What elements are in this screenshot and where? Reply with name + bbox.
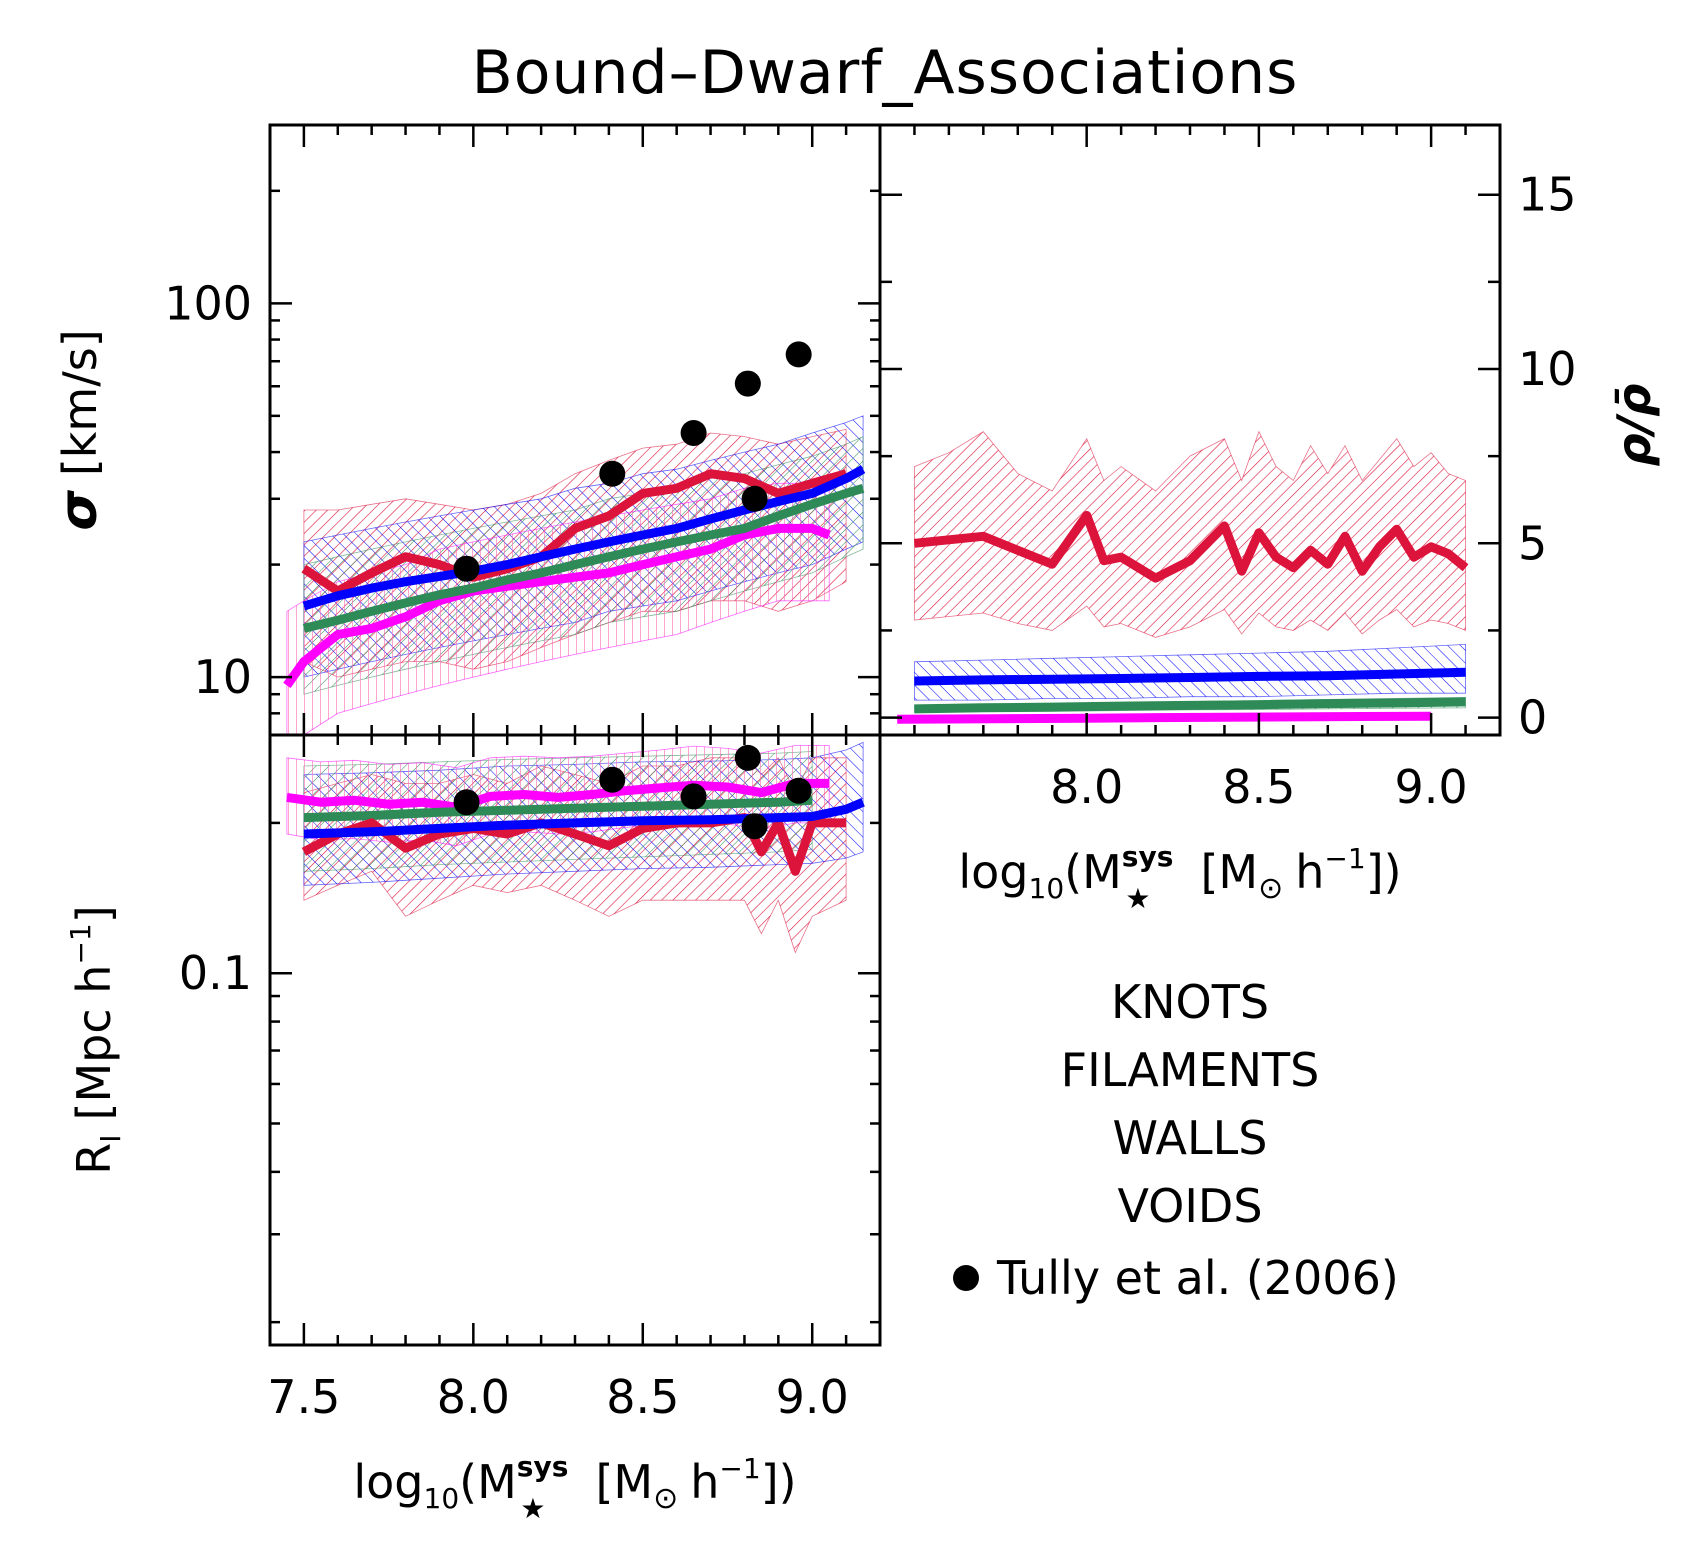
radius-tully-point <box>453 789 480 816</box>
rho-line-filaments <box>914 667 1466 686</box>
rho-xtick-label: 9.0 <box>1395 760 1468 814</box>
chart-title: Bound–Dwarf_Associations <box>472 38 1299 108</box>
radius-xlabel-sup: sys <box>517 1450 569 1483</box>
rho-band-filaments <box>914 643 1466 701</box>
rho-xtick-label: 8.5 <box>1222 760 1295 814</box>
radius-xlabel-h: h <box>690 1455 719 1509</box>
sigma-tully-point <box>680 419 707 446</box>
legend-filaments: FILAMENTS <box>1061 1043 1320 1097</box>
legend-knots: KNOTS <box>1111 975 1269 1029</box>
rho-ytick-label: 0 <box>1518 691 1547 745</box>
legend: KNOTS FILAMENTS WALLS VOIDS Tully et al.… <box>953 975 1399 1305</box>
radius-line-knots <box>301 813 847 876</box>
rho-plot-area <box>897 430 1469 724</box>
radius-xlabel-sub: 10 <box>424 1482 460 1515</box>
rho-xlabel-sub: 10 <box>1029 872 1065 905</box>
radius-plot-area <box>286 741 865 954</box>
rho-frame <box>878 123 1502 737</box>
panel-rho: 8.0 8.5 9.0 0 5 10 15 <box>878 123 1577 814</box>
sigma-tully-point <box>599 460 626 487</box>
radius-line-voids <box>286 778 830 812</box>
radius-tully-point <box>785 777 812 804</box>
rho-xlabel-star: ★ <box>1125 882 1150 915</box>
rho-xlabel-unit: [M <box>1200 845 1258 899</box>
sigma-ytick-label: 10 <box>193 650 252 704</box>
radius-xlabel-star: ★ <box>520 1492 545 1525</box>
radius-line-filaments <box>303 798 865 839</box>
rho-xtick-label: 8.0 <box>1050 760 1123 814</box>
rho-xlabel-exp: −1 <box>1324 842 1365 875</box>
radius-xlabel-exp: −1 <box>719 1452 760 1485</box>
rho-line-walls <box>914 697 1466 714</box>
radius-ylabel-sub: I <box>94 1134 127 1142</box>
rho-ylabel: ρ/ρ̄ <box>1607 384 1661 467</box>
rho-line-knots <box>913 510 1469 583</box>
radius-tully-point <box>599 766 626 793</box>
radius-ylabel: RI [Mpc h−1] <box>64 905 127 1174</box>
sigma-ylabel-unit: [km/s] <box>53 329 107 476</box>
legend-walls: WALLS <box>1113 1111 1268 1165</box>
radius-xlabel-sun: ⊙ <box>653 1481 678 1516</box>
rho-ytick-label: 10 <box>1518 342 1577 396</box>
radius-xtick-label: 7.5 <box>267 1370 340 1424</box>
radius-xlabel: log10(Msys ★ [M⊙ h−1]) <box>353 1450 796 1525</box>
sigma-tully-point <box>453 555 480 582</box>
sigma-line-walls <box>302 483 865 633</box>
radius-xtick-label: 8.0 <box>437 1370 510 1424</box>
radius-ylabel-unit: [Mpc h <box>67 965 121 1121</box>
radius-ytick-label: 0.1 <box>179 946 252 1000</box>
radius-xtick-label: 8.5 <box>606 1370 679 1424</box>
radius-xlabel-end: ]) <box>761 1455 797 1509</box>
rho-ytick-label: 15 <box>1518 168 1577 222</box>
legend-voids: VOIDS <box>1117 1179 1262 1233</box>
radius-xlabel-unit: [M <box>595 1455 653 1509</box>
radius-line-walls <box>303 795 813 823</box>
sigma-plot-area <box>283 341 866 735</box>
rho-xlabel-mid: (M <box>1064 845 1122 899</box>
radius-tully-point <box>680 783 707 810</box>
rho-xlabel-base: log <box>958 845 1028 899</box>
radius-xtick-label: 9.0 <box>776 1370 849 1424</box>
sigma-ytick-label: 100 <box>164 276 252 330</box>
rho-xlabel-sun: ⊙ <box>1258 871 1283 906</box>
sigma-line-voids <box>283 523 831 689</box>
radius-ylabel-exp: −1 <box>64 923 97 964</box>
sigma-ylabel-symbol: σ <box>49 490 109 531</box>
radius-tully-point <box>734 744 761 771</box>
sigma-line-knots <box>301 469 848 596</box>
sigma-ylabel: σ [km/s] <box>49 329 109 530</box>
rho-xlabel-h: h <box>1295 845 1324 899</box>
sigma-band-voids <box>286 482 830 735</box>
legend-tully-marker <box>953 1265 979 1291</box>
sigma-line-filaments <box>302 465 866 611</box>
sigma-tully-point <box>734 370 761 397</box>
radius-xlabel-mid: (M <box>459 1455 517 1509</box>
panel-sigma: 10 100 <box>164 123 882 737</box>
radius-xlabel-base: log <box>353 1455 423 1509</box>
rho-xlabel-end: ]) <box>1366 845 1402 899</box>
sigma-tully-point <box>785 341 812 368</box>
rho-xlabel: log10(Msys ★ [M⊙ h−1]) <box>958 840 1401 915</box>
legend-tully: Tully et al. (2006) <box>996 1251 1399 1305</box>
rho-line-voids <box>897 711 1432 724</box>
radius-ylabel-end: ] <box>67 905 121 923</box>
radius-tully-point <box>741 813 768 840</box>
rho-band-knots <box>914 430 1466 638</box>
rho-xlabel-sup: sys <box>1122 840 1174 873</box>
radius-ylabel-main: R <box>67 1143 121 1175</box>
rho-ytick-label: 5 <box>1518 516 1547 570</box>
panel-radius: 7.5 8.0 8.5 9.0 0.1 <box>179 733 882 1424</box>
sigma-tully-point <box>741 485 768 512</box>
